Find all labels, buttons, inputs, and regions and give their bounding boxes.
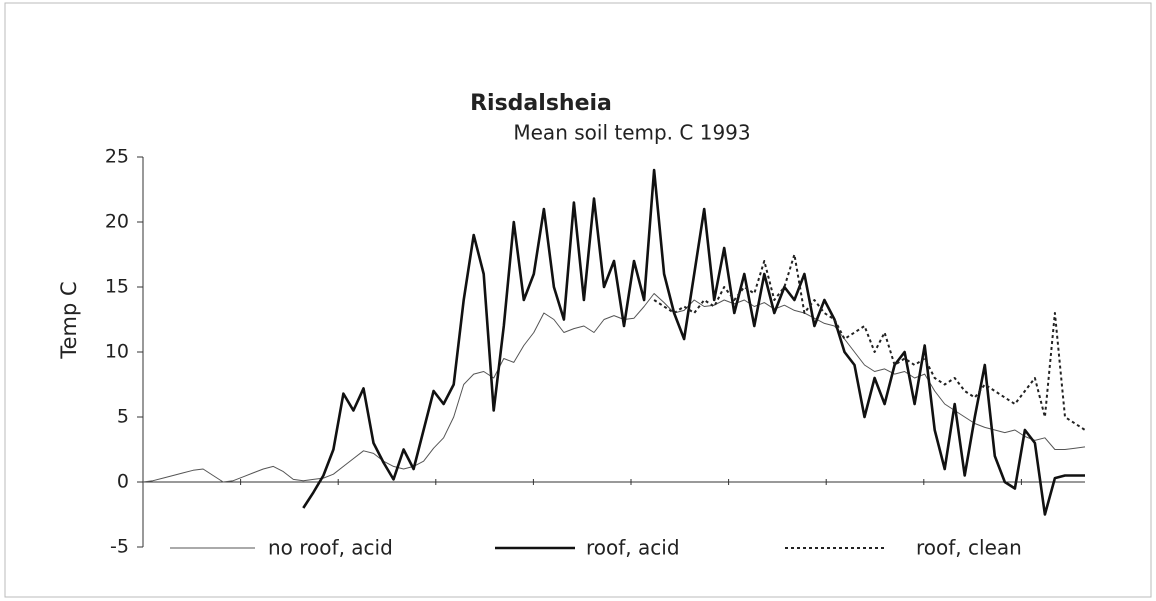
frame <box>4 2 1152 598</box>
chart-subtitle: Mean soil temp. C 1993 <box>513 121 750 145</box>
y-tick-label: 5 <box>117 406 129 428</box>
y-tick-label: 10 <box>105 341 129 363</box>
data-line <box>302 168 1085 516</box>
y-tick-label: 0 <box>117 471 129 493</box>
y-axis-label: Temp C <box>57 281 81 359</box>
data-line <box>142 293 1086 483</box>
y-tick-label: 20 <box>105 211 129 233</box>
y-tick-label: 25 <box>105 146 129 168</box>
legend-label: roof, clean <box>916 536 1022 560</box>
y-tick-label: 15 <box>105 276 129 298</box>
chart-title: Risdalsheia <box>470 91 612 116</box>
legend-label: roof, acid <box>586 536 680 560</box>
legend-label: no roof, acid <box>268 536 393 560</box>
data-line <box>653 253 1086 431</box>
y-tick-label: -5 <box>110 536 129 558</box>
legend-box <box>150 527 1085 571</box>
